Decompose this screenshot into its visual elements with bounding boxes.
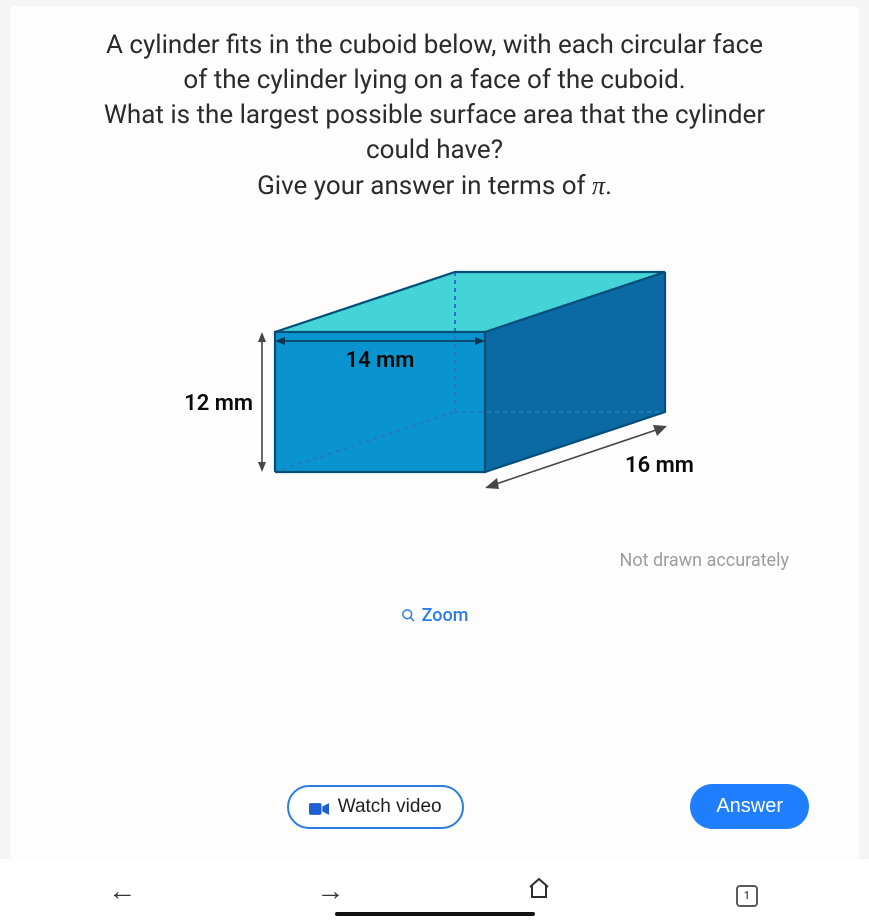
watch-video-button[interactable]: Watch video — [287, 785, 464, 829]
gesture-bar — [335, 912, 535, 916]
zoom-label: Zoom — [422, 605, 469, 626]
video-icon — [309, 800, 329, 814]
action-row: Watch video Answer — [40, 784, 829, 829]
question-text: A cylinder fits in the cuboid below, wit… — [40, 28, 829, 204]
question-line-5-suffix: . — [605, 171, 612, 201]
width-label: 14 mm — [345, 348, 414, 373]
watch-video-label: Watch video — [338, 796, 442, 818]
question-line-1: A cylinder fits in the cuboid below, wit… — [106, 30, 763, 60]
magnifier-icon — [401, 608, 416, 623]
not-drawn-accurately-note: Not drawn accurately — [40, 550, 789, 571]
question-line-2: of the cylinder lying on a face of the c… — [183, 65, 685, 95]
arrow-right-icon: → — [316, 874, 344, 907]
depth-arrow-head-a — [485, 478, 499, 489]
tabs-count-icon: 1 — [736, 885, 758, 907]
height-arrow-head-b — [258, 462, 266, 472]
nav-home-button[interactable] — [509, 874, 569, 907]
answer-label: Answer — [716, 795, 783, 817]
depth-arrow-head-b — [653, 425, 667, 436]
figure-area: 14 mm 12 mm 16 mm — [40, 242, 829, 542]
question-pi: π — [592, 171, 605, 200]
home-icon — [527, 876, 551, 900]
nav-back-button[interactable]: ← — [92, 874, 152, 907]
nav-tabs-button[interactable]: 1 — [717, 873, 777, 907]
height-label: 12 mm — [184, 391, 253, 416]
question-card: A cylinder fits in the cuboid below, wit… — [10, 6, 859, 859]
depth-label: 16 mm — [625, 453, 694, 478]
arrow-left-icon: ← — [108, 874, 136, 907]
nav-forward-button[interactable]: → — [300, 874, 360, 907]
zoom-button[interactable]: Zoom — [401, 605, 469, 626]
cuboid-figure: 14 mm 12 mm 16 mm — [155, 242, 715, 542]
answer-button[interactable]: Answer — [690, 784, 809, 829]
height-arrow-head-t — [258, 332, 266, 342]
question-line-5-prefix: Give your answer in terms of — [257, 171, 592, 201]
question-line-4: could have? — [366, 135, 503, 165]
question-line-3: What is the largest possible surface are… — [104, 100, 765, 130]
